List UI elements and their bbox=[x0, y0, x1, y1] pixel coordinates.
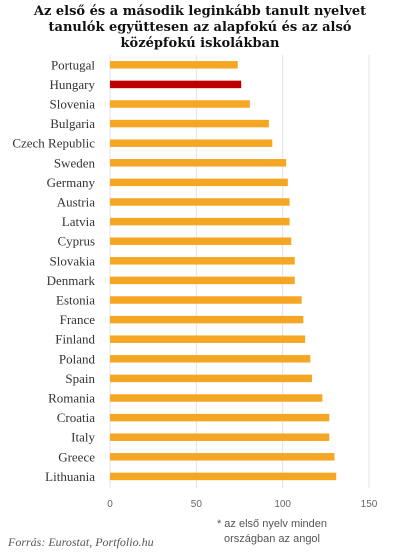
category-label: Poland bbox=[59, 351, 96, 366]
x-axis-ticks: 0 50 100 150 bbox=[107, 499, 378, 510]
note-line-2: országban az angol bbox=[224, 533, 320, 545]
category-labels: Portugal Hungary Slovenia Bulgaria Czech Rep… bbox=[12, 57, 95, 484]
bar-estonia bbox=[110, 296, 302, 304]
title-line-3: középfokú iskolákban bbox=[121, 36, 280, 51]
title-line-1: Az első és a második leginkább tanult ny… bbox=[33, 4, 366, 19]
category-label: Austria bbox=[57, 195, 96, 210]
category-label: Romania bbox=[48, 391, 95, 406]
category-label: Sweden bbox=[54, 155, 96, 170]
footnote: * az első nyelv minden országban az ango… bbox=[217, 518, 327, 545]
bar-hungary bbox=[110, 80, 242, 89]
category-label: Estonia bbox=[56, 293, 95, 308]
category-label: Cyprus bbox=[57, 234, 95, 249]
bar-finland bbox=[110, 335, 306, 343]
category-label: Finland bbox=[55, 332, 95, 347]
note-line-1: * az első nyelv minden bbox=[217, 518, 327, 530]
bar-slovakia bbox=[110, 257, 295, 265]
bar-czech-republic bbox=[110, 139, 273, 147]
category-label: Germany bbox=[47, 175, 96, 190]
category-label: Croatia bbox=[57, 410, 95, 425]
bar-croatia bbox=[110, 413, 330, 422]
x-tick-label-3: 150 bbox=[361, 499, 378, 510]
category-label: Hungary bbox=[50, 77, 96, 92]
bar-lithuania bbox=[110, 472, 337, 481]
category-label: Spain bbox=[65, 371, 95, 386]
category-label: Portugal bbox=[51, 57, 95, 72]
bar-cyprus bbox=[110, 237, 292, 245]
bar-greece bbox=[110, 453, 335, 461]
category-label: Denmark bbox=[47, 273, 96, 288]
bar-italy bbox=[110, 433, 330, 441]
bar-portugal bbox=[110, 61, 238, 69]
bars bbox=[110, 61, 337, 481]
category-label: Latvia bbox=[62, 214, 95, 229]
bar-latvia bbox=[110, 217, 290, 226]
bar-france bbox=[110, 315, 304, 324]
bar-bulgaria bbox=[110, 119, 269, 128]
category-label: Bulgaria bbox=[50, 116, 95, 131]
bar-denmark bbox=[110, 276, 295, 285]
x-tick-label-2: 100 bbox=[274, 499, 291, 510]
title-line-2: tanulók együttesen az alapfokú és az als… bbox=[49, 20, 352, 35]
bar-germany bbox=[110, 178, 288, 187]
category-label: Slovakia bbox=[50, 253, 96, 268]
chart-title: Az első és a második leginkább tanult ny… bbox=[33, 4, 366, 51]
bar-sweden bbox=[110, 159, 287, 167]
category-label: France bbox=[60, 312, 96, 327]
bar-romania bbox=[110, 394, 323, 402]
category-label: Slovenia bbox=[50, 97, 96, 112]
bar-poland bbox=[110, 355, 311, 363]
category-label: Lithuania bbox=[45, 469, 95, 484]
source-text: Forrás: Eurostat, Portfolio.hu bbox=[7, 535, 154, 549]
category-label: Italy bbox=[71, 430, 95, 445]
category-label: Greece bbox=[58, 449, 95, 464]
bar-austria bbox=[110, 198, 290, 206]
category-label: Czech Republic bbox=[12, 136, 95, 151]
bar-spain bbox=[110, 374, 313, 383]
x-tick-label-1: 50 bbox=[191, 499, 203, 510]
x-tick-label-0: 0 bbox=[107, 499, 113, 510]
bar-slovenia bbox=[110, 100, 250, 108]
